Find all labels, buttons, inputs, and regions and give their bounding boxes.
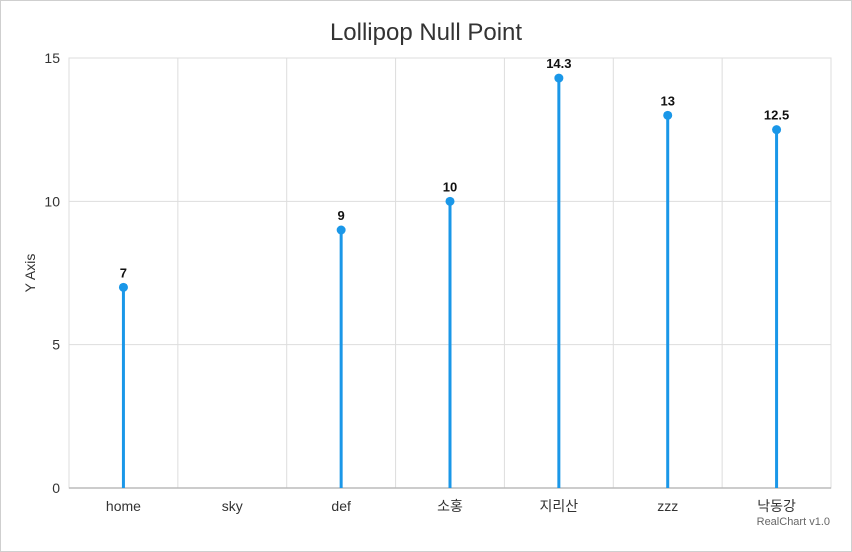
data-label-layer: 7 9 10 14.3 13 12.5 — [120, 56, 789, 280]
data-label: 9 — [338, 208, 345, 223]
lollipop-dot — [118, 282, 128, 292]
lollipop-dot — [772, 125, 782, 135]
y-tick-label: 0 — [52, 480, 60, 496]
axis-layer: 0 5 10 15 home sky def 소홍 지리산 zzz 낙동강 Y Axis — [22, 50, 831, 514]
data-label: 7 — [120, 265, 127, 280]
data-label: 10 — [443, 179, 457, 194]
x-tick-label: sky — [222, 498, 243, 514]
x-tick-label: home — [106, 498, 141, 514]
grid-layer — [68, 57, 832, 489]
data-label: 12.5 — [764, 108, 789, 123]
chart-title: Lollipop Null Point — [329, 19, 523, 46]
x-tick-label: 지리산 — [540, 498, 579, 514]
lollipop-dot — [663, 110, 673, 120]
data-label: 14.3 — [546, 56, 571, 71]
y-tick-label: 15 — [44, 50, 60, 66]
lollipop-dot — [554, 73, 564, 83]
lollipop-dot — [445, 196, 455, 206]
x-tick-label: zzz — [657, 498, 678, 514]
credits-text: RealChart v1.0 — [756, 516, 830, 528]
x-tick-label: 낙동강 — [757, 498, 796, 514]
lollipop-dot — [336, 225, 346, 235]
series-layer — [118, 73, 782, 488]
x-tick-label: def — [331, 498, 351, 514]
y-tick-label: 10 — [44, 193, 60, 209]
x-tick-label: 소홍 — [437, 498, 463, 514]
data-label: 13 — [660, 93, 674, 108]
y-axis-title: Y Axis — [22, 254, 38, 293]
y-tick-label: 5 — [52, 337, 60, 353]
